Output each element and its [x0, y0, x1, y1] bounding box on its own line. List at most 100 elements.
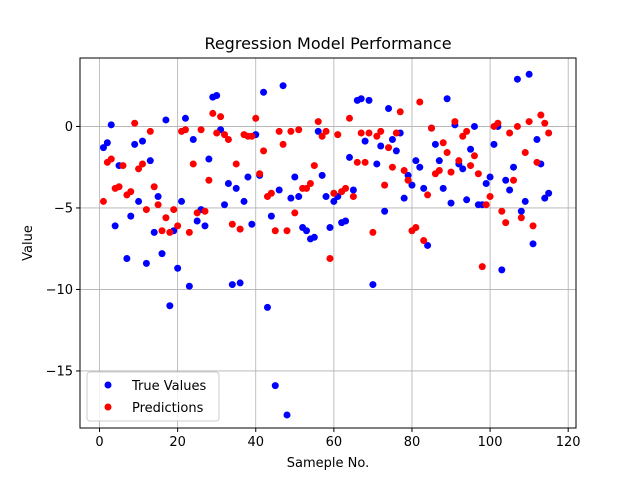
- point-predictions: [385, 144, 393, 152]
- point-true-values: [174, 264, 182, 272]
- point-predictions: [396, 108, 404, 116]
- point-true-values: [424, 241, 432, 249]
- point-true-values: [205, 155, 213, 163]
- x-tick-label: 0: [95, 435, 103, 450]
- point-predictions: [377, 127, 385, 135]
- point-predictions: [447, 168, 455, 176]
- point-predictions: [193, 209, 201, 217]
- point-predictions: [318, 132, 326, 140]
- point-true-values: [510, 163, 518, 171]
- point-predictions: [424, 191, 432, 199]
- x-axis-label: Sameple No.: [287, 456, 369, 471]
- point-predictions: [252, 114, 260, 122]
- point-predictions: [517, 214, 525, 222]
- point-true-values: [295, 193, 303, 201]
- point-predictions: [197, 126, 205, 134]
- point-true-values: [303, 227, 311, 235]
- chart-title: Regression Model Performance: [204, 34, 451, 53]
- point-predictions: [330, 189, 338, 197]
- point-true-values: [228, 281, 236, 289]
- point-true-values: [111, 222, 119, 230]
- point-true-values: [431, 140, 439, 148]
- point-predictions: [342, 184, 350, 192]
- point-true-values: [345, 153, 353, 161]
- y-tick-label: −15: [46, 364, 73, 379]
- point-predictions: [154, 201, 162, 209]
- point-true-values: [470, 122, 478, 130]
- point-true-values: [131, 140, 139, 148]
- point-true-values: [138, 137, 146, 145]
- data-points: [99, 70, 553, 419]
- point-predictions: [217, 113, 225, 121]
- point-true-values: [135, 197, 143, 205]
- point-predictions: [478, 263, 486, 271]
- point-predictions: [412, 224, 420, 232]
- x-tick-label: 80: [404, 435, 421, 450]
- point-predictions: [494, 119, 502, 127]
- point-predictions: [260, 147, 268, 155]
- point-true-values: [267, 212, 275, 220]
- point-true-values: [193, 217, 201, 225]
- point-predictions: [287, 127, 295, 135]
- point-predictions: [306, 180, 314, 188]
- point-predictions: [533, 158, 541, 166]
- legend-label-predictions: Predictions: [132, 401, 204, 416]
- point-predictions: [451, 118, 459, 126]
- point-predictions: [443, 149, 451, 157]
- point-true-values: [416, 163, 424, 171]
- point-predictions: [295, 126, 303, 134]
- point-true-values: [486, 173, 494, 181]
- point-true-values: [435, 157, 443, 165]
- point-predictions: [373, 132, 381, 140]
- point-predictions: [334, 131, 342, 139]
- point-true-values: [521, 197, 529, 205]
- point-predictions: [275, 127, 283, 135]
- point-predictions: [135, 165, 143, 173]
- point-predictions: [345, 114, 353, 122]
- point-predictions: [181, 126, 189, 134]
- point-predictions: [365, 129, 373, 137]
- point-predictions: [541, 119, 549, 127]
- point-true-values: [158, 250, 166, 258]
- point-predictions: [158, 227, 166, 235]
- point-predictions: [185, 228, 193, 236]
- point-predictions: [521, 149, 529, 157]
- point-true-values: [275, 186, 283, 194]
- x-tick-label: 20: [169, 435, 186, 450]
- point-true-values: [240, 197, 248, 205]
- point-predictions: [435, 166, 443, 174]
- point-predictions: [502, 219, 510, 227]
- point-true-values: [271, 382, 279, 390]
- point-true-values: [263, 303, 271, 311]
- point-predictions: [455, 157, 463, 165]
- point-predictions: [224, 135, 232, 143]
- point-predictions: [463, 127, 471, 135]
- point-true-values: [103, 139, 111, 147]
- point-predictions: [189, 160, 197, 168]
- point-predictions: [513, 122, 521, 130]
- point-predictions: [138, 160, 146, 168]
- point-true-values: [162, 116, 170, 124]
- point-true-values: [123, 254, 131, 262]
- point-true-values: [279, 82, 287, 90]
- point-predictions: [205, 176, 213, 184]
- point-predictions: [381, 181, 389, 189]
- point-predictions: [326, 254, 334, 262]
- point-true-values: [420, 184, 428, 192]
- point-predictions: [467, 162, 475, 170]
- point-true-values: [142, 259, 150, 267]
- point-true-values: [545, 189, 553, 197]
- point-predictions: [459, 132, 467, 140]
- legend-box: [86, 371, 220, 422]
- point-true-values: [533, 135, 541, 143]
- point-true-values: [224, 180, 232, 188]
- point-predictions: [256, 170, 264, 178]
- point-true-values: [357, 95, 365, 103]
- point-predictions: [232, 160, 240, 168]
- point-predictions: [310, 162, 318, 170]
- point-true-values: [482, 180, 490, 188]
- point-true-values: [99, 144, 107, 152]
- point-true-values: [459, 165, 467, 173]
- point-true-values: [385, 105, 393, 113]
